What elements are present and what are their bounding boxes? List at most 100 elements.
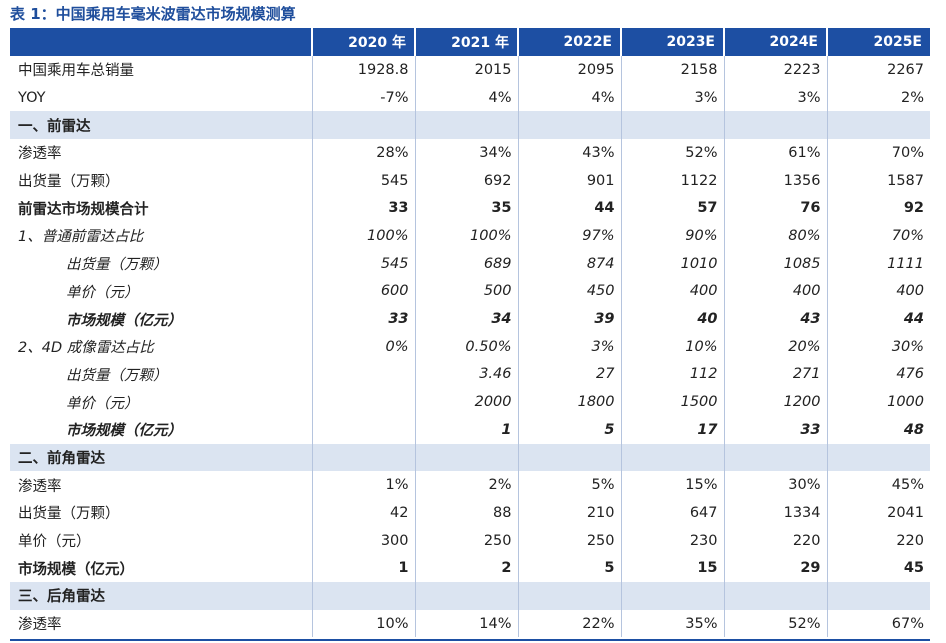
table-cell: 300 xyxy=(312,526,416,555)
table-cell: 1334 xyxy=(724,499,828,527)
header-cell-2022e: 2022E xyxy=(518,28,622,56)
table-cell: 1085 xyxy=(724,249,828,278)
table-cell: 10% xyxy=(621,332,725,361)
table-cell: 35 xyxy=(415,194,519,223)
row-label: 市场规模（亿元） xyxy=(10,305,313,333)
table-row: 前雷达市场规模合计 33 35 44 57 76 92 xyxy=(10,194,930,223)
table-cell xyxy=(312,360,416,389)
row-label: 三、后角雷达 xyxy=(10,582,313,610)
table-cell: 1587 xyxy=(887,172,924,189)
table-cell: 901 xyxy=(518,166,622,195)
table-cell: 0% xyxy=(312,332,416,361)
table-cell: 5 xyxy=(518,554,622,583)
table-cell: 220 xyxy=(724,526,828,555)
table-cell: 14% xyxy=(415,609,519,638)
table-cell: 33 xyxy=(312,305,416,333)
table-cell: 230 xyxy=(621,526,725,555)
table-row: 出货量（万颗） 3.46 27 112 271 476 xyxy=(10,360,930,389)
table-cell: 1356 xyxy=(724,166,828,195)
table-cell: 52% xyxy=(621,139,725,167)
table-row: 渗透率 1% 2% 5% 15% 30% 45% xyxy=(10,471,930,499)
table-row: 出货量（万颗） 42 88 210 647 1334 2041 xyxy=(10,499,930,527)
table-cell xyxy=(518,582,622,610)
table-cell: 29 xyxy=(724,554,828,583)
table-cell: 61% xyxy=(724,139,828,167)
table-cell: 2 xyxy=(415,554,519,583)
table-cell xyxy=(312,582,416,610)
table-cell xyxy=(312,415,416,444)
header-cell-2020: 2020 年 xyxy=(312,28,416,56)
table-cell: 3% xyxy=(724,83,828,112)
row-label: 出货量（万颗） xyxy=(10,499,313,527)
table-cell: 874 xyxy=(518,249,622,278)
row-label: 单价（元） xyxy=(10,277,313,306)
table-cell: 2015 xyxy=(415,56,519,84)
table-cell: 3% xyxy=(518,332,622,361)
table-cell: 20% xyxy=(724,332,828,361)
table-cell: 45 xyxy=(903,560,924,577)
table-cell: 400 xyxy=(896,283,924,300)
table-cell: 100% xyxy=(415,222,519,250)
table-cell: 450 xyxy=(518,277,622,306)
table-cell: 2095 xyxy=(518,56,622,84)
table-cell: 210 xyxy=(518,499,622,527)
table-cell xyxy=(724,443,828,472)
table-row: 渗透率 10% 14% 22% 35% 52% 67% xyxy=(10,609,930,638)
table-cell: 1% xyxy=(312,471,416,499)
table-cell: 1 xyxy=(312,554,416,583)
table-cell xyxy=(827,443,930,472)
table-cell: 40 xyxy=(621,305,725,333)
table-cell: 15 xyxy=(621,554,725,583)
table-cell: 1800 xyxy=(518,388,622,416)
table-cell: 90% xyxy=(621,222,725,250)
row-label: 一、前雷达 xyxy=(10,111,313,140)
table-cell: 2223 xyxy=(724,56,828,84)
row-label: 中国乘用车总销量 xyxy=(10,56,313,84)
row-label: 渗透率 xyxy=(10,471,313,499)
table-cell xyxy=(518,111,622,140)
table-cell: 97% xyxy=(518,222,622,250)
header-cell-2025e: 2025E xyxy=(827,28,930,56)
table-cell: 1 xyxy=(415,415,519,444)
table-cell: 2267 xyxy=(887,61,924,78)
row-label: 市场规模（亿元） xyxy=(10,415,313,444)
table-cell: 400 xyxy=(724,277,828,306)
table-cell: 22% xyxy=(518,609,622,638)
table-row: 单价（元） 2000 1800 1500 1200 1000 xyxy=(10,388,930,416)
table-bottom-rule xyxy=(10,639,930,641)
table-cell: 76 xyxy=(724,194,828,223)
table-cell: 1122 xyxy=(621,166,725,195)
table-cell: 44 xyxy=(903,311,924,328)
table-cell: 92 xyxy=(903,200,924,217)
table-cell: 3% xyxy=(621,83,725,112)
table-row: 1、普通前雷达占比 100% 100% 97% 90% 80% 70% xyxy=(10,222,930,250)
table-cell: 545 xyxy=(312,166,416,195)
table-cell: 2041 xyxy=(887,504,924,521)
table-row: 2、4D 成像雷达占比 0% 0.50% 3% 10% 20% 30% xyxy=(10,332,930,361)
table-cell: 250 xyxy=(518,526,622,555)
row-label: 渗透率 xyxy=(10,609,313,638)
table-cell: 400 xyxy=(621,277,725,306)
table-cell: 67% xyxy=(891,615,924,632)
table-cell: 1111 xyxy=(887,255,924,272)
table-cell: 1928.8 xyxy=(312,56,416,84)
table-cell: 52% xyxy=(724,609,828,638)
table-cell: 48 xyxy=(903,421,924,438)
table-row: YOY -7% 4% 4% 3% 3% 2% xyxy=(10,83,930,112)
table-cell: 33 xyxy=(312,194,416,223)
row-label: 前雷达市场规模合计 xyxy=(10,194,313,223)
row-label: 渗透率 xyxy=(10,139,313,167)
table-cell: 220 xyxy=(896,532,924,549)
table-cell: 1500 xyxy=(621,388,725,416)
table-cell: 4% xyxy=(518,83,622,112)
table-cell: 42 xyxy=(312,499,416,527)
table-cell: 100% xyxy=(312,222,416,250)
table-cell: 70% xyxy=(891,144,924,161)
table-row: 市场规模（亿元） 33 34 39 40 43 44 xyxy=(10,305,930,333)
table-cell: 44 xyxy=(518,194,622,223)
table-cell xyxy=(724,582,828,610)
table-cell: 39 xyxy=(518,305,622,333)
table-cell: 3.46 xyxy=(415,360,519,389)
table-cell xyxy=(518,443,622,472)
table-cell: 545 xyxy=(312,249,416,278)
